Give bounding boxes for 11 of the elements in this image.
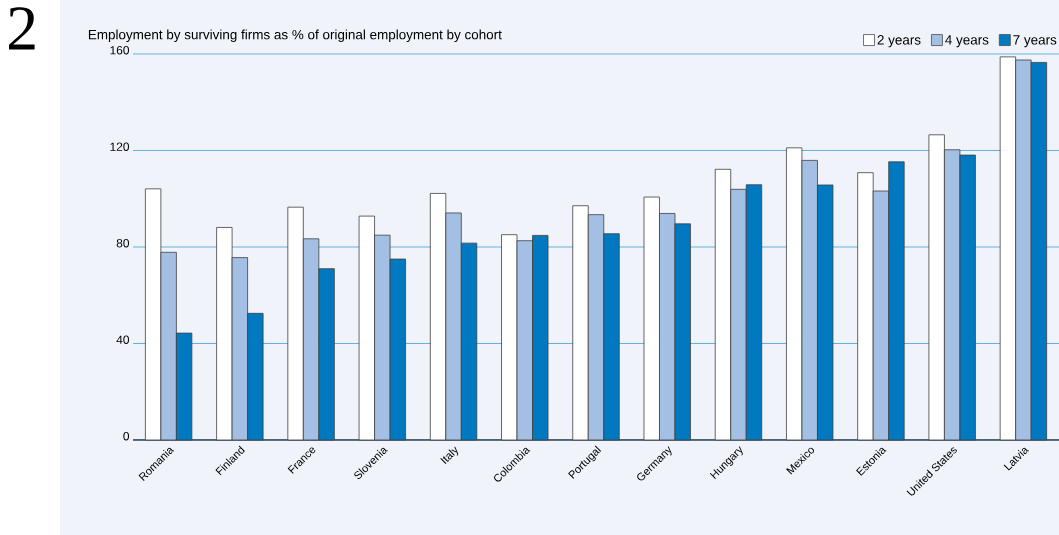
legend-label: 7 years: [1013, 35, 1057, 48]
y-tick-label: 40: [116, 335, 130, 344]
chart-title: Employment by surviving firms as % of original employment by cohort: [88, 29, 502, 43]
legend-label: 2 years: [877, 35, 921, 48]
y-tick-label: 80: [116, 239, 130, 248]
y-tick-label: 160: [110, 46, 130, 55]
legend-label: 4 years: [945, 35, 989, 48]
x-tick-label: Italy: [440, 446, 459, 465]
text: 2: [9, 7, 35, 50]
y-tick-label: 120: [110, 142, 130, 151]
y-tick-label: 0: [123, 432, 130, 441]
